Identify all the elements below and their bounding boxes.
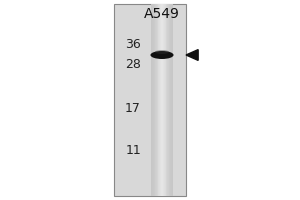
Bar (157, 4, 158, 196)
Bar (164, 4, 165, 196)
Bar (155, 4, 157, 196)
Bar (160, 4, 161, 196)
Text: 17: 17 (125, 102, 141, 114)
Bar (166, 4, 167, 196)
Text: 28: 28 (125, 58, 141, 71)
Bar (154, 4, 155, 196)
Bar (158, 4, 159, 196)
Bar (172, 4, 173, 196)
Bar (155, 4, 156, 196)
Bar (163, 4, 164, 196)
Bar (156, 4, 157, 196)
Bar (162, 4, 163, 196)
Ellipse shape (155, 50, 169, 54)
Bar (171, 4, 172, 196)
Bar (170, 4, 171, 196)
Bar (152, 4, 153, 196)
Bar (169, 4, 170, 196)
Bar (158, 4, 159, 196)
Bar (168, 4, 169, 196)
Bar (161, 4, 162, 196)
Bar (151, 4, 152, 196)
Bar (167, 4, 168, 196)
Bar (159, 4, 160, 196)
Bar (160, 4, 162, 196)
Text: 11: 11 (125, 144, 141, 156)
Text: A549: A549 (144, 7, 180, 21)
Bar (114, 4, 186, 196)
Bar (153, 4, 154, 196)
Text: 36: 36 (125, 38, 141, 50)
Bar (169, 4, 170, 196)
Bar (171, 4, 172, 196)
Bar (153, 4, 154, 196)
Polygon shape (186, 50, 198, 60)
Ellipse shape (150, 51, 174, 59)
Bar (165, 4, 166, 196)
